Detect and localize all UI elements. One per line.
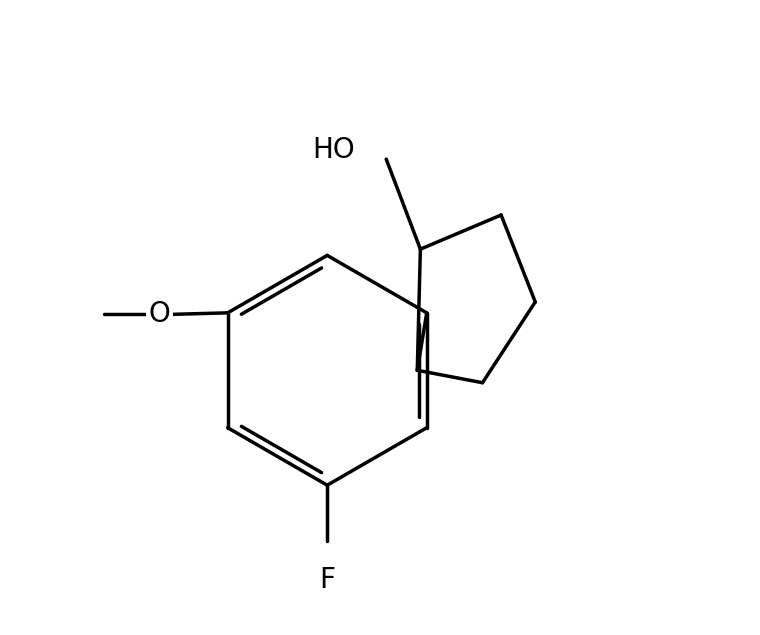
Text: HO: HO [312, 136, 355, 164]
Text: O: O [149, 300, 170, 328]
Text: F: F [319, 566, 335, 594]
